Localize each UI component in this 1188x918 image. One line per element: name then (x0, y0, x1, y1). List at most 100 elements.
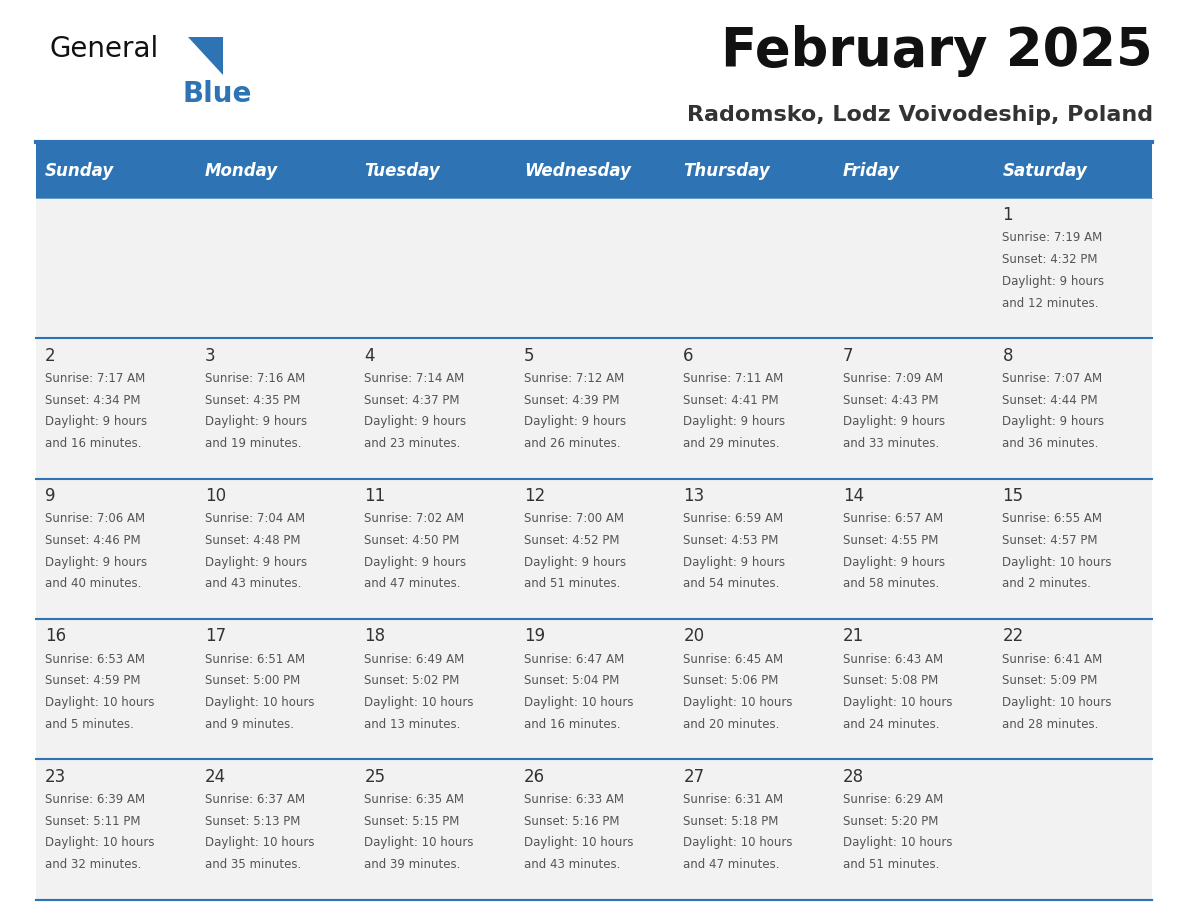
Bar (514, 338, 674, 478)
Text: Sunrise: 7:06 AM: Sunrise: 7:06 AM (45, 512, 145, 525)
Text: Sunset: 5:08 PM: Sunset: 5:08 PM (842, 675, 939, 688)
Text: and 20 minutes.: and 20 minutes. (683, 718, 779, 731)
Text: Sunrise: 7:12 AM: Sunrise: 7:12 AM (524, 372, 624, 385)
Bar (993, 338, 1152, 478)
Text: Daylight: 9 hours: Daylight: 9 hours (842, 555, 944, 569)
Text: 14: 14 (842, 487, 864, 505)
Text: Thursday: Thursday (683, 162, 770, 180)
Bar (514, 143, 674, 197)
Text: 16: 16 (45, 627, 67, 645)
Bar (514, 197, 674, 338)
Text: 1: 1 (1003, 207, 1013, 224)
Text: Sunrise: 6:57 AM: Sunrise: 6:57 AM (842, 512, 943, 525)
Bar (833, 197, 993, 338)
Bar (993, 478, 1152, 619)
Text: 4: 4 (365, 347, 374, 364)
Text: Sunset: 4:59 PM: Sunset: 4:59 PM (45, 675, 140, 688)
Text: Daylight: 9 hours: Daylight: 9 hours (45, 555, 147, 569)
Text: Sunrise: 7:07 AM: Sunrise: 7:07 AM (1003, 372, 1102, 385)
Text: Sunset: 5:16 PM: Sunset: 5:16 PM (524, 814, 619, 828)
Bar (514, 478, 674, 619)
Text: Sunrise: 6:31 AM: Sunrise: 6:31 AM (683, 793, 783, 806)
Text: and 26 minutes.: and 26 minutes. (524, 437, 620, 450)
Text: Sunset: 5:00 PM: Sunset: 5:00 PM (204, 675, 301, 688)
Text: Sunrise: 6:51 AM: Sunrise: 6:51 AM (204, 653, 305, 666)
Bar (36, 619, 195, 759)
Text: Monday: Monday (204, 162, 278, 180)
Text: Saturday: Saturday (1003, 162, 1087, 180)
Text: 5: 5 (524, 347, 535, 364)
Text: Sunset: 4:46 PM: Sunset: 4:46 PM (45, 534, 141, 547)
Bar (833, 619, 993, 759)
Bar (195, 759, 355, 900)
Text: 23: 23 (45, 767, 67, 786)
Text: Sunrise: 6:59 AM: Sunrise: 6:59 AM (683, 512, 783, 525)
Bar (514, 619, 674, 759)
Text: Sunset: 4:55 PM: Sunset: 4:55 PM (842, 534, 939, 547)
Bar (833, 478, 993, 619)
Text: 22: 22 (1003, 627, 1024, 645)
Text: Daylight: 10 hours: Daylight: 10 hours (842, 696, 953, 709)
Text: Sunset: 4:44 PM: Sunset: 4:44 PM (1003, 394, 1098, 407)
Text: Daylight: 10 hours: Daylight: 10 hours (683, 836, 792, 849)
Bar (195, 143, 355, 197)
Text: Daylight: 9 hours: Daylight: 9 hours (842, 415, 944, 429)
Text: Daylight: 10 hours: Daylight: 10 hours (1003, 696, 1112, 709)
Text: Sunrise: 6:41 AM: Sunrise: 6:41 AM (1003, 653, 1102, 666)
Bar (355, 619, 514, 759)
Text: and 47 minutes.: and 47 minutes. (365, 577, 461, 590)
Text: Daylight: 9 hours: Daylight: 9 hours (1003, 275, 1105, 288)
Text: Sunset: 4:34 PM: Sunset: 4:34 PM (45, 394, 140, 407)
Bar (355, 143, 514, 197)
Text: Daylight: 9 hours: Daylight: 9 hours (683, 415, 785, 429)
Text: and 13 minutes.: and 13 minutes. (365, 718, 461, 731)
Text: 26: 26 (524, 767, 545, 786)
Text: 12: 12 (524, 487, 545, 505)
Text: and 19 minutes.: and 19 minutes. (204, 437, 302, 450)
Text: Friday: Friday (842, 162, 899, 180)
Text: Sunset: 4:53 PM: Sunset: 4:53 PM (683, 534, 778, 547)
Text: 6: 6 (683, 347, 694, 364)
Text: Sunset: 4:52 PM: Sunset: 4:52 PM (524, 534, 619, 547)
Text: 28: 28 (842, 767, 864, 786)
Text: Sunrise: 7:00 AM: Sunrise: 7:00 AM (524, 512, 624, 525)
Text: Sunrise: 6:49 AM: Sunrise: 6:49 AM (365, 653, 465, 666)
Bar (993, 759, 1152, 900)
Text: and 5 minutes.: and 5 minutes. (45, 718, 134, 731)
Text: Sunset: 5:11 PM: Sunset: 5:11 PM (45, 814, 140, 828)
Text: 21: 21 (842, 627, 864, 645)
Text: Sunrise: 6:53 AM: Sunrise: 6:53 AM (45, 653, 145, 666)
Text: Blue: Blue (183, 80, 252, 108)
Text: 8: 8 (1003, 347, 1013, 364)
Text: Daylight: 10 hours: Daylight: 10 hours (365, 836, 474, 849)
Text: and 39 minutes.: and 39 minutes. (365, 858, 461, 871)
Text: Tuesday: Tuesday (365, 162, 440, 180)
Text: General: General (50, 35, 159, 63)
Text: and 23 minutes.: and 23 minutes. (365, 437, 461, 450)
Text: 3: 3 (204, 347, 215, 364)
Text: Sunset: 4:35 PM: Sunset: 4:35 PM (204, 394, 301, 407)
Bar (355, 759, 514, 900)
Text: Sunset: 5:02 PM: Sunset: 5:02 PM (365, 675, 460, 688)
Text: 17: 17 (204, 627, 226, 645)
Text: Daylight: 9 hours: Daylight: 9 hours (1003, 415, 1105, 429)
Bar (993, 143, 1152, 197)
Text: February 2025: February 2025 (721, 25, 1154, 77)
Polygon shape (188, 37, 223, 75)
Text: Wednesday: Wednesday (524, 162, 631, 180)
Text: Sunrise: 6:47 AM: Sunrise: 6:47 AM (524, 653, 624, 666)
Text: Sunrise: 6:43 AM: Sunrise: 6:43 AM (842, 653, 943, 666)
Text: 25: 25 (365, 767, 385, 786)
Text: Sunset: 4:39 PM: Sunset: 4:39 PM (524, 394, 619, 407)
Text: 20: 20 (683, 627, 704, 645)
Text: Daylight: 9 hours: Daylight: 9 hours (683, 555, 785, 569)
Text: and 9 minutes.: and 9 minutes. (204, 718, 293, 731)
Text: Sunset: 4:32 PM: Sunset: 4:32 PM (1003, 253, 1098, 266)
Text: Sunday: Sunday (45, 162, 114, 180)
Bar (36, 197, 195, 338)
Text: and 51 minutes.: and 51 minutes. (842, 858, 940, 871)
Text: Sunrise: 7:04 AM: Sunrise: 7:04 AM (204, 512, 305, 525)
Text: Daylight: 10 hours: Daylight: 10 hours (45, 836, 154, 849)
Bar (993, 197, 1152, 338)
Text: 19: 19 (524, 627, 545, 645)
